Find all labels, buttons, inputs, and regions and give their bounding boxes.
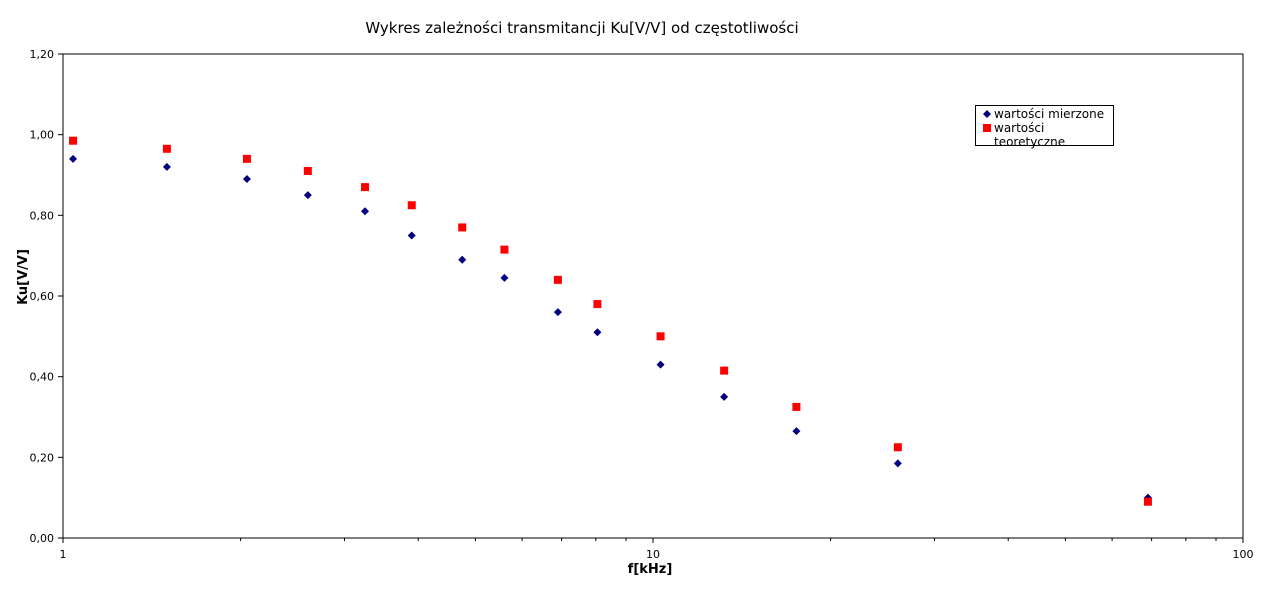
data-point-square — [303, 166, 312, 175]
x-tick-label: 10 — [646, 548, 660, 561]
data-point-square — [720, 366, 729, 375]
data-point-diamond — [893, 459, 902, 468]
legend-item-measured: wartości mierzone — [982, 107, 1113, 121]
data-point-diamond — [361, 207, 370, 216]
data-point-square — [458, 223, 467, 232]
data-point-diamond — [656, 360, 665, 369]
data-point-diamond — [720, 392, 729, 401]
data-points — [69, 136, 1152, 506]
data-point-diamond — [553, 308, 562, 317]
data-point-diamond — [458, 255, 467, 264]
y-tick-label: 1,00 — [30, 129, 55, 142]
y-tick-label: 0,00 — [30, 532, 55, 545]
data-point-diamond — [792, 427, 801, 436]
legend: wartości mierzone wartości teoretyczne — [975, 105, 1114, 149]
data-point-diamond — [303, 191, 312, 200]
data-point-square — [242, 154, 251, 163]
data-point-square — [361, 183, 370, 192]
y-axis: 0,00 0,20 0,40 0,60 0,80 1,00 1,20 — [30, 48, 63, 545]
series-measured — [69, 154, 1152, 502]
data-point-square — [656, 332, 665, 341]
data-point-square — [553, 275, 562, 284]
y-tick-label: 0,60 — [30, 290, 55, 303]
data-point-square — [69, 136, 78, 145]
data-point-diamond — [69, 154, 78, 163]
data-point-square — [500, 245, 509, 254]
data-point-diamond — [162, 162, 171, 171]
y-axis-label: Ku[V/V] — [16, 249, 31, 305]
x-axis-label: f[kHz] — [628, 562, 673, 577]
legend-item-theoretical: wartości teoretyczne — [982, 121, 1113, 149]
data-point-square — [893, 443, 902, 452]
data-point-diamond — [593, 328, 602, 337]
diamond-marker-icon — [983, 110, 991, 118]
data-point-diamond — [242, 175, 251, 184]
x-tick-label: 1 — [60, 548, 67, 561]
legend-label: wartości mierzone — [994, 107, 1105, 121]
data-point-square — [1143, 497, 1152, 506]
data-point-square — [792, 402, 801, 411]
chart-title: Wykres zależności transmitancji Ku[V/V] … — [365, 19, 799, 37]
data-point-square — [593, 300, 602, 309]
data-point-diamond — [407, 231, 416, 240]
y-tick-label: 1,20 — [30, 48, 55, 61]
data-point-square — [407, 201, 416, 210]
y-tick-label: 0,80 — [30, 209, 55, 222]
series-theoretical — [69, 136, 1152, 506]
legend-label: wartości teoretyczne — [994, 121, 1066, 149]
x-axis: 1 10 100 — [60, 538, 1254, 561]
square-marker-icon — [983, 124, 991, 132]
data-point-square — [162, 144, 171, 153]
y-tick-label: 0,40 — [30, 371, 55, 384]
y-tick-label: 0,20 — [30, 451, 55, 464]
x-tick-label: 100 — [1233, 548, 1254, 561]
data-point-diamond — [500, 273, 509, 282]
